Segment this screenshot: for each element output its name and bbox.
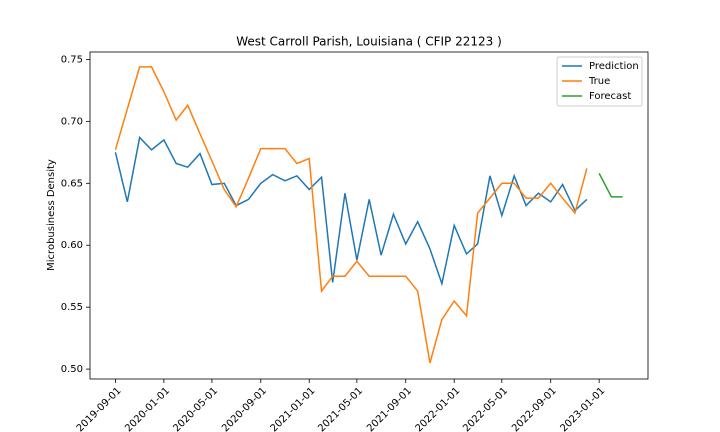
series-line: [598, 173, 623, 198]
x-tick-label: 2021-09-01: [365, 385, 414, 432]
y-tick-label: 0.75: [61, 54, 83, 65]
x-tick-label: 2019-09-01: [75, 385, 124, 432]
legend-label: Forecast: [589, 91, 631, 102]
y-tick-label: 0.70: [61, 116, 83, 127]
chart-title: West Carroll Parish, Louisiana ( CFIP 22…: [236, 35, 502, 49]
x-tick-label: 2021-05-01: [316, 385, 365, 432]
x-tick-label: 2023-01-01: [559, 385, 608, 432]
series-line: [114, 66, 588, 364]
legend-label: Prediction: [589, 61, 639, 72]
y-axis-label: Microbusiness Density: [46, 159, 57, 271]
y-tick-label: 0.65: [61, 178, 83, 189]
x-tick-label: 2020-01-01: [123, 385, 172, 432]
x-tick-label: 2020-05-01: [171, 385, 220, 432]
x-tick-label: 2021-01-01: [269, 385, 318, 432]
series-line: [114, 135, 588, 287]
plot-frame: [89, 51, 649, 380]
x-tick-label: 2022-09-01: [510, 385, 559, 432]
legend-box: [556, 56, 643, 107]
y-tick-label: 0.55: [61, 302, 83, 313]
x-tick-label: 2020-09-01: [220, 385, 269, 432]
x-tick-label: 2022-01-01: [414, 385, 463, 432]
legend-label: True: [588, 76, 610, 87]
y-tick-label: 0.50: [61, 364, 83, 375]
x-tick-label: 2022-05-01: [461, 385, 510, 432]
y-tick-label: 0.60: [61, 240, 83, 251]
